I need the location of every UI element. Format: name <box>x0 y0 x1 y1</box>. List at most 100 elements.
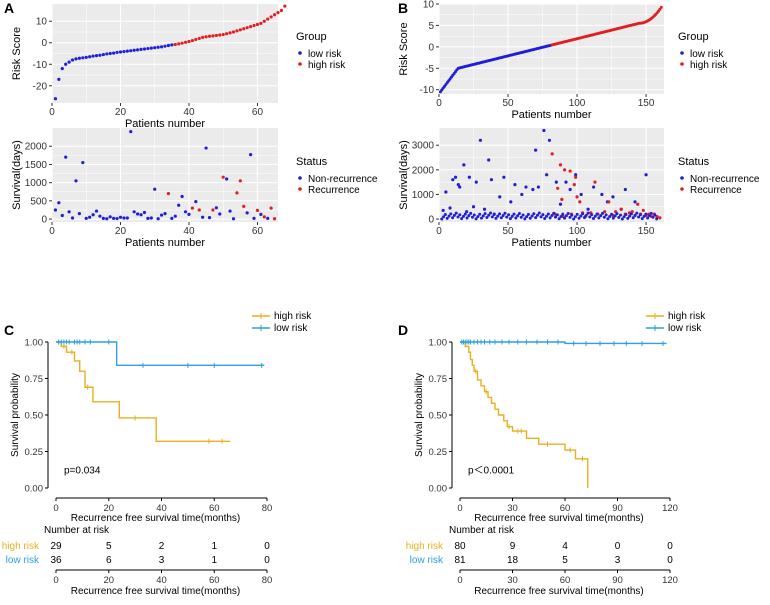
y-tick-label: -20 <box>33 81 48 92</box>
risk-tick-label: 0 <box>53 575 58 586</box>
y-tick-label: -5 <box>425 64 434 75</box>
risk-count: 81 <box>454 555 466 566</box>
data-point <box>249 24 253 29</box>
y-tick-label: 1000 <box>25 178 48 189</box>
data-point <box>520 192 524 197</box>
x-tick-label: 50 <box>502 98 514 109</box>
data-point <box>611 195 615 199</box>
data-point <box>574 173 578 177</box>
data-point <box>588 215 592 219</box>
data-point <box>485 216 489 220</box>
data-point <box>441 208 445 213</box>
data-point <box>655 217 659 221</box>
data-point <box>108 51 112 56</box>
data-point <box>177 42 181 46</box>
legend-label: low risk <box>308 49 342 60</box>
data-point <box>456 215 460 219</box>
legend-marker <box>680 51 684 55</box>
data-point <box>471 205 476 209</box>
legend-label: Recurrence <box>690 185 742 196</box>
y-tick-label: 0 <box>428 215 434 226</box>
legend-label: high risk <box>274 311 312 322</box>
data-point <box>269 206 273 210</box>
data-point <box>238 28 242 32</box>
data-point <box>465 210 469 214</box>
risk-count: 1 <box>211 541 217 552</box>
km-curve-high-risk <box>460 341 589 488</box>
data-point <box>523 217 527 221</box>
risk-count: 5 <box>106 541 112 552</box>
data-point <box>451 216 455 220</box>
data-point <box>204 35 208 39</box>
data-point <box>57 77 61 81</box>
data-point <box>125 49 129 53</box>
data-point <box>575 212 579 216</box>
risk-row-label: low risk <box>410 555 444 566</box>
data-point <box>74 179 78 183</box>
x-axis-label: Patients number <box>125 237 205 249</box>
data-point <box>542 128 546 133</box>
legend-marker <box>680 187 684 191</box>
data-point <box>159 213 164 217</box>
x-tick-label: 20 <box>115 107 127 118</box>
risk-count: 0 <box>667 541 673 552</box>
legend-title: Status <box>678 156 710 168</box>
risk-tick-label: 120 <box>662 575 678 586</box>
data-point <box>91 213 95 217</box>
risk-table-title: Number at risk <box>449 525 515 536</box>
x-tick-label: 150 <box>638 226 655 237</box>
data-point <box>272 217 277 221</box>
data-point <box>272 13 277 17</box>
data-point <box>142 210 147 215</box>
legend-label: low risk <box>274 323 308 334</box>
data-point <box>136 48 140 52</box>
data-point <box>207 34 212 38</box>
data-point <box>440 217 444 221</box>
data-point <box>607 200 611 204</box>
data-point <box>228 31 232 35</box>
data-point <box>252 23 256 28</box>
data-point <box>592 185 596 189</box>
legend-label: low risk <box>668 323 702 334</box>
data-point <box>88 215 92 219</box>
data-point <box>590 213 594 217</box>
data-point <box>470 215 474 219</box>
km-curve-high-risk <box>56 341 231 442</box>
data-point <box>70 58 75 62</box>
data-point <box>142 47 147 51</box>
data-point <box>610 212 614 216</box>
data-point <box>651 215 655 219</box>
x-axis-label: Patients number <box>511 109 591 121</box>
data-point <box>156 217 160 221</box>
risk-count: 4 <box>562 541 568 552</box>
data-point <box>575 195 579 199</box>
y-tick-label: 0.00 <box>429 484 448 495</box>
data-point <box>218 212 222 216</box>
data-point <box>546 212 550 216</box>
data-point <box>556 186 560 190</box>
data-point <box>658 216 662 220</box>
data-point <box>255 22 260 27</box>
data-point <box>115 216 119 221</box>
data-point <box>558 163 563 167</box>
risk-table-title: Number at risk <box>44 525 110 536</box>
data-point <box>159 45 164 49</box>
y-tick-label: 1.00 <box>429 338 448 349</box>
y-tick-label: 2000 <box>25 142 48 153</box>
data-point <box>129 130 133 134</box>
data-point <box>568 169 572 173</box>
data-point <box>635 211 639 215</box>
x-tick-label: 0 <box>49 226 55 237</box>
data-point <box>528 216 532 220</box>
data-point <box>77 56 81 60</box>
risk-count: 18 <box>507 555 519 566</box>
data-point <box>276 11 280 15</box>
data-point <box>465 216 469 220</box>
x-tick-label: 30 <box>507 503 518 514</box>
data-point <box>225 32 229 36</box>
legend-label: Recurrence <box>308 185 360 196</box>
y-tick-label: 0.25 <box>429 447 448 458</box>
data-point <box>166 191 171 196</box>
x-axis-label: Recurrence free survival time(months) <box>71 513 241 524</box>
risk-count: 1 <box>211 555 217 566</box>
